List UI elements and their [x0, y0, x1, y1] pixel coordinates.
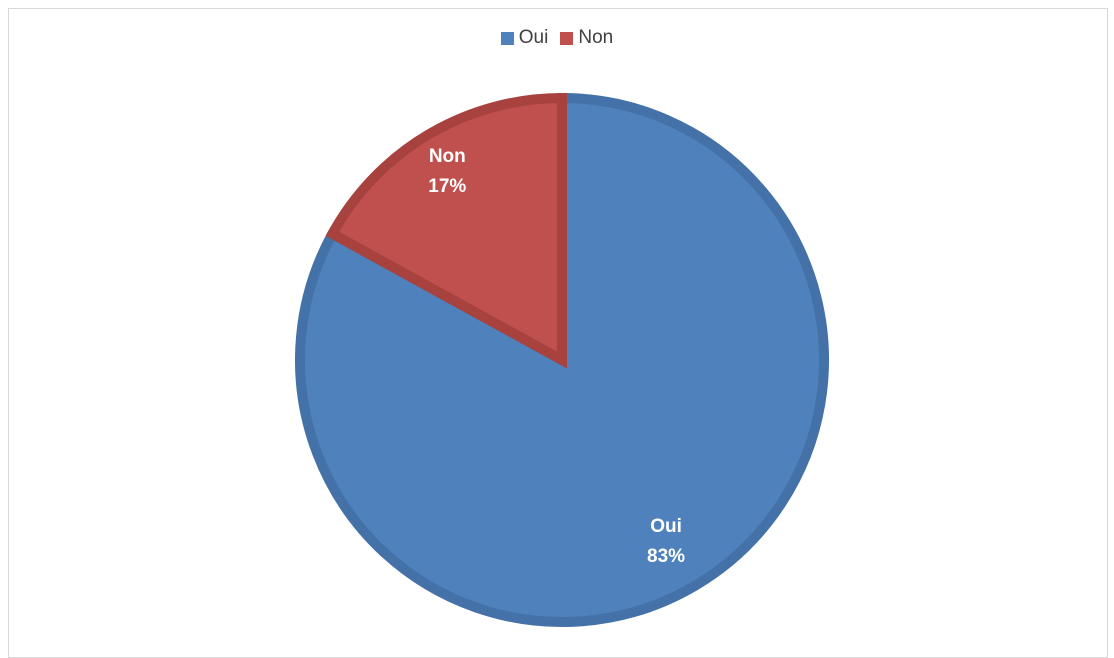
slice-label-oui: Oui	[650, 516, 682, 537]
legend-label-non: Non	[578, 27, 614, 48]
pie-slice-oui	[295, 92, 829, 627]
legend-swatch-oui	[500, 31, 514, 45]
slice-value-oui: 83%	[647, 546, 685, 567]
legend-swatch-non	[560, 31, 574, 45]
pie-slice-non	[325, 92, 567, 369]
slice-label-non: Non	[429, 146, 466, 167]
slice-value-non: 17%	[428, 176, 466, 197]
legend-item-oui: Oui	[500, 27, 549, 49]
legend-item-non: Non	[560, 27, 613, 49]
chart-legend: Oui Non	[0, 27, 1114, 49]
legend-label-oui: Oui	[518, 27, 549, 48]
